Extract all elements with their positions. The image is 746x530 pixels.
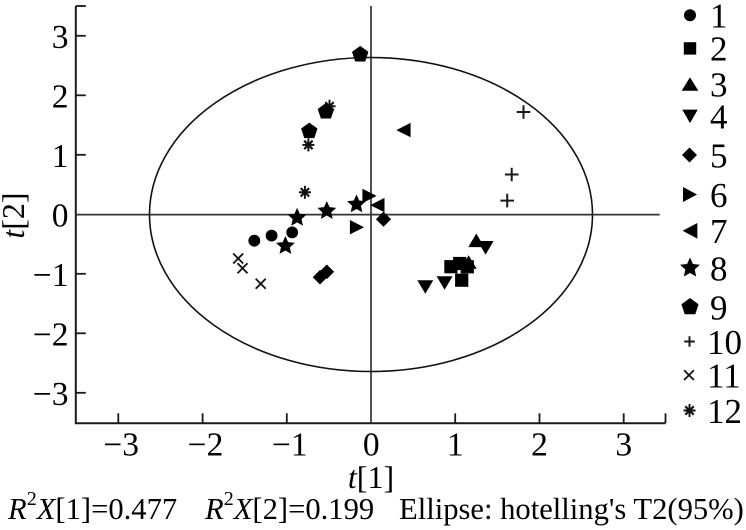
svg-text:−2: −2 (33, 317, 69, 354)
svg-text:0: 0 (52, 198, 69, 235)
svg-text:2: 2 (52, 79, 69, 116)
svg-text:7: 7 (710, 212, 728, 251)
svg-text:11: 11 (707, 356, 741, 395)
svg-text:2: 2 (710, 30, 728, 69)
svg-text:8: 8 (710, 249, 728, 288)
svg-text:6: 6 (710, 176, 728, 215)
svg-text:9: 9 (710, 288, 728, 327)
svg-text:−3: −3 (103, 427, 139, 464)
svg-text:−3: −3 (33, 376, 69, 413)
svg-text:−2: −2 (188, 427, 224, 464)
svg-text:3: 3 (710, 65, 728, 104)
svg-text:2: 2 (531, 427, 548, 464)
svg-text:12: 12 (707, 392, 742, 431)
svg-text:10: 10 (707, 323, 742, 362)
svg-text:R2X[1]=0.477: R2X[1]=0.477 (7, 488, 177, 526)
svg-text:3: 3 (52, 19, 69, 56)
svg-text:−1: −1 (33, 257, 69, 294)
svg-text:1: 1 (447, 427, 464, 464)
svg-text:5: 5 (710, 136, 728, 175)
svg-text:3: 3 (615, 427, 632, 464)
svg-text:1: 1 (710, 0, 728, 36)
svg-text:Ellipse: hotelling's T2(95%): Ellipse: hotelling's T2(95%) (399, 492, 744, 526)
svg-text:4: 4 (710, 98, 728, 137)
svg-text:1: 1 (52, 138, 69, 175)
svg-text:R2X[2]=0.199: R2X[2]=0.199 (204, 488, 374, 526)
svg-text:t[2]: t[2] (0, 192, 31, 238)
svg-text:−1: −1 (272, 427, 308, 464)
svg-text:0: 0 (363, 427, 380, 464)
svg-text:t[1]: t[1] (348, 459, 394, 495)
